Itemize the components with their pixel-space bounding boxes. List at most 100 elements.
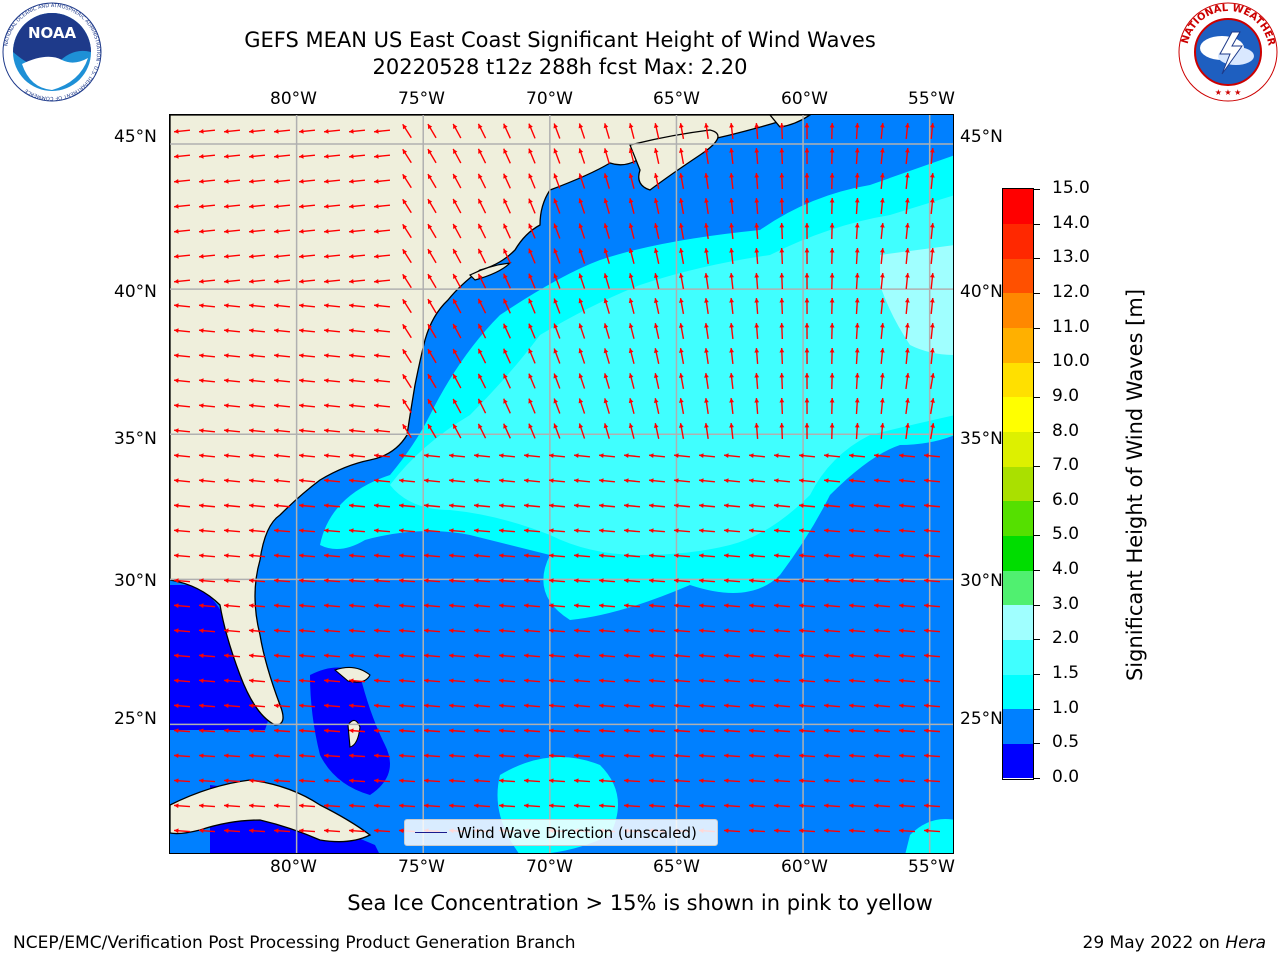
wave-direction-arrowhead [299, 728, 304, 734]
map-panel[interactable]: Wind Wave Direction (unscaled) [169, 114, 954, 854]
wave-direction-arrowhead [678, 323, 684, 328]
wave-direction-arrowhead [829, 248, 835, 253]
wave-direction-arrowhead [374, 428, 379, 434]
wave-direction-arrowhead [199, 478, 204, 484]
wave-direction-arrowhead [729, 273, 734, 278]
wave-direction-arrowhead [349, 453, 354, 459]
wave-direction-arrowhead [824, 653, 829, 659]
wave-direction-arrowhead [578, 398, 584, 404]
wave-direction-arrowhead [503, 298, 508, 304]
wave-direction-arrowhead [779, 298, 785, 303]
wave-direction-arrowhead [674, 553, 679, 559]
wave-direction-arrowhead [349, 328, 354, 334]
wave-direction-arrowhead [699, 778, 704, 784]
wave-direction-arrowhead [324, 778, 329, 784]
wave-direction-arrowhead [799, 753, 804, 759]
wave-direction-arrowhead [453, 398, 458, 404]
wave-direction-arrowhead [399, 703, 404, 709]
wave-direction-arrowhead [249, 653, 254, 659]
wave-direction-arrowhead [274, 378, 279, 384]
wave-direction-arrowhead [174, 678, 179, 684]
lat-tick-right: 35°N [960, 429, 1003, 449]
colorbar-tick-label: 7.0 [1052, 455, 1080, 476]
wave-direction-arrowhead [649, 453, 654, 459]
wave-direction-arrowhead [924, 453, 929, 459]
wave-direction-arrowhead [424, 628, 429, 634]
wave-direction-arrowhead [199, 703, 204, 709]
wave-direction-arrowhead [478, 398, 483, 404]
wave-direction-arrowhead [199, 428, 204, 434]
wave-direction-arrowhead [779, 398, 785, 403]
wave-direction-arrowhead [249, 703, 254, 709]
wave-direction-arrowhead [779, 173, 785, 178]
colorbar-tick-label: 2.0 [1052, 628, 1080, 649]
wave-direction-arrowhead [724, 778, 729, 784]
wave-direction-arrowhead [324, 153, 329, 159]
wave-direction-arrowhead [224, 228, 229, 234]
wave-direction-arrowhead [299, 528, 304, 534]
wave-direction-arrowhead [874, 653, 879, 659]
wave-direction-arrowhead [824, 803, 829, 809]
wave-direction-arrowhead [704, 298, 709, 303]
wave-direction-arrowhead [402, 324, 408, 330]
wave-direction-arrowhead [674, 503, 679, 509]
wave-direction-arrowhead [804, 398, 810, 403]
wave-direction-arrowhead [849, 503, 854, 509]
wave-direction-arrowhead [699, 728, 704, 734]
wave-direction-arrowhead [824, 778, 829, 784]
wave-direction-arrowhead [779, 273, 785, 278]
wave-direction-arrowhead [804, 423, 810, 428]
wave-direction-arrowhead [324, 828, 329, 834]
wave-direction-arrowhead [174, 503, 179, 509]
wave-direction-arrowhead [324, 528, 329, 534]
wave-direction-arrowhead [299, 453, 304, 459]
wave-direction-arrowhead [678, 348, 684, 353]
wave-direction-arrowhead [427, 349, 433, 355]
wave-direction-arrowhead [930, 398, 935, 403]
wave-direction-arrowhead [199, 753, 204, 759]
colorbar-tick-label: 0.0 [1052, 767, 1080, 787]
wave-direction-arrowhead [224, 353, 229, 359]
wave-direction-arrowhead [224, 803, 229, 809]
wave-direction-arrowhead [829, 223, 835, 228]
wave-direction-arrowhead [449, 553, 454, 559]
wave-direction-arrowhead [349, 403, 354, 409]
wave-direction-arrowhead [174, 653, 179, 659]
wave-direction-arrowhead [603, 248, 609, 254]
wave-direction-arrowhead [478, 348, 483, 354]
wave-direction-arrowhead [402, 424, 408, 430]
wave-direction-arrowhead [324, 453, 329, 459]
wave-direction-arrowhead [299, 153, 304, 159]
wave-direction-arrowhead [874, 553, 879, 559]
wave-direction-arrowhead [854, 298, 860, 303]
wave-direction-arrowhead [599, 803, 604, 809]
wave-direction-arrowhead [449, 528, 454, 534]
wave-band-0-to-0-5-gulf [170, 585, 270, 730]
wave-direction-arrowhead [553, 248, 558, 254]
wave-direction-arrowhead [528, 373, 533, 379]
wave-direction-arrowhead [628, 348, 634, 354]
wave-direction-arrowhead [499, 753, 504, 759]
colorbar-segment [1003, 292, 1033, 329]
wave-direction-arrowhead [649, 478, 654, 484]
wave-direction-arrowhead [649, 653, 654, 659]
wave-direction-arrowhead [779, 123, 785, 128]
wave-direction-arrowhead [324, 703, 329, 709]
wave-direction-arrowhead [678, 223, 684, 228]
wave-direction-arrowhead [399, 728, 404, 734]
wave-direction-arrowhead [474, 603, 479, 609]
wave-direction-arrowhead [824, 603, 829, 609]
wave-direction-arrowhead [854, 248, 860, 253]
wave-direction-arrowhead [749, 453, 754, 459]
wave-direction-arrowhead [603, 298, 609, 304]
wave-direction-arrowhead [174, 753, 179, 759]
wave-direction-arrowhead [249, 428, 254, 434]
wave-direction-arrowhead [578, 373, 584, 379]
wave-height-map[interactable] [170, 115, 954, 854]
wave-direction-arrowhead [299, 653, 304, 659]
wave-direction-arrowhead [224, 503, 229, 509]
wave-direction-arrowhead [349, 203, 354, 209]
wave-direction-arrowhead [574, 678, 579, 684]
wave-direction-arrowhead [199, 553, 204, 559]
wave-direction-arrowhead [324, 353, 329, 359]
